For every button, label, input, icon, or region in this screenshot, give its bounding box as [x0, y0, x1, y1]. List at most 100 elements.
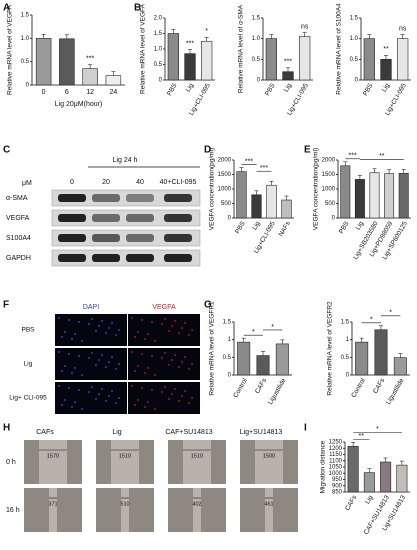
blot-band [92, 234, 120, 242]
panel-letter: F [3, 300, 9, 311]
cell-dot [95, 330, 97, 332]
cell-dot [105, 400, 107, 402]
bar [299, 36, 311, 81]
cell-dot [91, 386, 93, 388]
y-tick-label: 1.5 [223, 320, 232, 326]
x-tick-label: Lig [185, 82, 196, 93]
significance-label: * [370, 317, 373, 324]
gap-width: 1500 [263, 453, 275, 459]
cell-dot [147, 333, 149, 335]
y-tick-label: 0.5 [341, 355, 350, 361]
row-label: Lig [24, 361, 33, 368]
x-tick-label: Lig [355, 220, 366, 231]
cell-dot [181, 361, 183, 363]
bar [369, 172, 380, 219]
row-label: 0 h [6, 459, 16, 466]
bar [363, 472, 375, 493]
bar [251, 194, 262, 219]
channel-label: DAPI [83, 304, 99, 311]
bar [105, 75, 122, 86]
blot-unit: μM [22, 180, 32, 187]
x-tick-label: Control [232, 377, 249, 399]
x-tick-label: PBS [362, 82, 375, 97]
bar [237, 341, 251, 376]
cell-dot [111, 390, 113, 392]
significance-label: ns [399, 26, 407, 33]
y-tick-label: 0 [332, 216, 336, 222]
blot-band [164, 254, 192, 262]
cell-dot [151, 355, 153, 357]
bar [281, 199, 292, 219]
cell-dot [174, 354, 176, 356]
cell-dot [98, 359, 100, 361]
bar [59, 38, 75, 86]
significance-label: ns [301, 23, 309, 30]
y-tick-label: 1.5 [21, 13, 30, 19]
cell-dot [111, 322, 113, 324]
y-tick-label: 1000 [322, 187, 336, 193]
column-label: CAF+SU14813 [165, 429, 212, 436]
cell-dot [168, 330, 170, 332]
y-tick-label: 1 [346, 337, 350, 343]
y-tick-label: 1150 [329, 452, 343, 458]
cell-dot [68, 353, 70, 355]
x-tick-label: 6 [65, 89, 69, 96]
y-tick-label: 0.5 [350, 57, 359, 63]
cell-dot [154, 374, 156, 376]
blot-band [92, 194, 120, 202]
cell-dot [154, 340, 156, 342]
cell-dot [161, 357, 163, 359]
cell-dot [164, 318, 166, 320]
y-tick-label: 0 [355, 78, 359, 84]
y-axis-label: Relative mRNA level of S100A4 [336, 3, 343, 95]
blot-treatment: Lig 24 h [113, 157, 138, 164]
gap-width: 1570 [47, 453, 59, 459]
cell-dot [115, 402, 117, 404]
cell-dot [78, 355, 80, 357]
cell-dot [171, 393, 173, 395]
significance-label: *** [260, 165, 268, 172]
lane-label: 0 [70, 179, 74, 186]
blot-band [58, 234, 86, 242]
cell-dot [111, 356, 113, 358]
wound-gap [183, 440, 211, 484]
cell-dot [131, 351, 133, 353]
bar [201, 40, 213, 81]
significance-label: * [252, 329, 255, 336]
cell-dot [105, 366, 107, 368]
wound-gap [39, 440, 67, 484]
cell-dot [161, 323, 163, 325]
cell-dot [64, 365, 66, 367]
y-tick-label: 0.5 [154, 62, 163, 68]
cell-dot [191, 329, 193, 331]
significance-label: *** [349, 153, 357, 160]
panel-letter: D [204, 145, 211, 156]
lane-label: 40+CLI-095 [160, 179, 197, 186]
cell-dot [184, 356, 186, 358]
cell-dot [134, 336, 136, 338]
y-tick-label: 0.5 [252, 57, 261, 63]
cell-dot [141, 387, 143, 389]
cell-dot [61, 404, 63, 406]
y-tick-label: 1250 [329, 440, 343, 446]
cell-dot [81, 408, 83, 410]
cell-dot [98, 393, 100, 395]
cell-dot [134, 404, 136, 406]
cell-dot [101, 354, 103, 356]
cell-dot [108, 395, 110, 397]
cell-dot [68, 319, 70, 321]
cell-dot [71, 372, 73, 374]
cell-dot [134, 370, 136, 372]
micrograph [128, 348, 200, 380]
column-label: Lig [112, 429, 121, 436]
panel-letter: B [134, 3, 141, 14]
cell-dot [88, 323, 90, 325]
blot-band [126, 254, 154, 262]
wound-gap [265, 488, 273, 532]
y-tick-label: 1000 [218, 187, 232, 193]
cell-dot [144, 372, 146, 374]
cell-dot [95, 398, 97, 400]
cell-dot [164, 352, 166, 354]
blot-band [58, 254, 86, 262]
cell-dot [174, 320, 176, 322]
